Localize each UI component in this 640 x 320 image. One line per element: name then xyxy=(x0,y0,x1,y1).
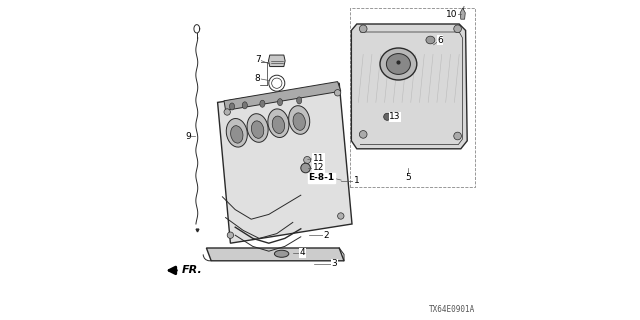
Ellipse shape xyxy=(380,48,417,80)
Text: 10: 10 xyxy=(446,10,458,19)
Ellipse shape xyxy=(227,118,247,147)
Text: 5: 5 xyxy=(405,173,411,182)
Circle shape xyxy=(454,25,461,33)
Ellipse shape xyxy=(297,97,302,104)
Ellipse shape xyxy=(275,250,289,257)
Text: 1: 1 xyxy=(354,176,360,185)
Ellipse shape xyxy=(243,102,248,109)
Circle shape xyxy=(454,132,461,140)
Circle shape xyxy=(360,25,367,33)
Text: 4: 4 xyxy=(300,248,305,257)
Circle shape xyxy=(301,163,310,173)
Ellipse shape xyxy=(387,53,410,75)
Text: 8: 8 xyxy=(255,74,260,83)
Text: FR.: FR. xyxy=(182,265,202,276)
Ellipse shape xyxy=(293,113,305,130)
Text: 2: 2 xyxy=(324,231,329,240)
Text: 12: 12 xyxy=(313,163,324,172)
Text: TX64E0901A: TX64E0901A xyxy=(429,305,475,314)
Polygon shape xyxy=(218,83,352,243)
Text: E-8-1: E-8-1 xyxy=(308,173,335,182)
Text: 7: 7 xyxy=(255,55,260,64)
Ellipse shape xyxy=(289,106,310,134)
Text: 9: 9 xyxy=(186,132,191,140)
Bar xyxy=(351,8,475,187)
Ellipse shape xyxy=(426,36,435,44)
Text: 6: 6 xyxy=(437,36,443,44)
Polygon shape xyxy=(460,8,465,19)
Polygon shape xyxy=(224,82,340,110)
Circle shape xyxy=(384,113,390,120)
Circle shape xyxy=(360,131,367,138)
Ellipse shape xyxy=(252,121,264,138)
Polygon shape xyxy=(269,55,285,67)
Polygon shape xyxy=(351,24,467,149)
Circle shape xyxy=(338,213,344,219)
Polygon shape xyxy=(206,248,344,261)
Ellipse shape xyxy=(268,109,289,138)
Circle shape xyxy=(224,109,230,115)
Text: 3: 3 xyxy=(332,260,337,268)
Ellipse shape xyxy=(230,103,235,110)
Ellipse shape xyxy=(247,114,268,142)
Ellipse shape xyxy=(260,100,265,107)
Circle shape xyxy=(335,90,341,96)
Ellipse shape xyxy=(272,116,285,133)
Text: 13: 13 xyxy=(390,112,401,121)
Ellipse shape xyxy=(278,99,283,106)
Text: 11: 11 xyxy=(313,154,324,163)
Circle shape xyxy=(227,232,234,238)
Circle shape xyxy=(304,156,311,164)
Ellipse shape xyxy=(230,126,243,143)
